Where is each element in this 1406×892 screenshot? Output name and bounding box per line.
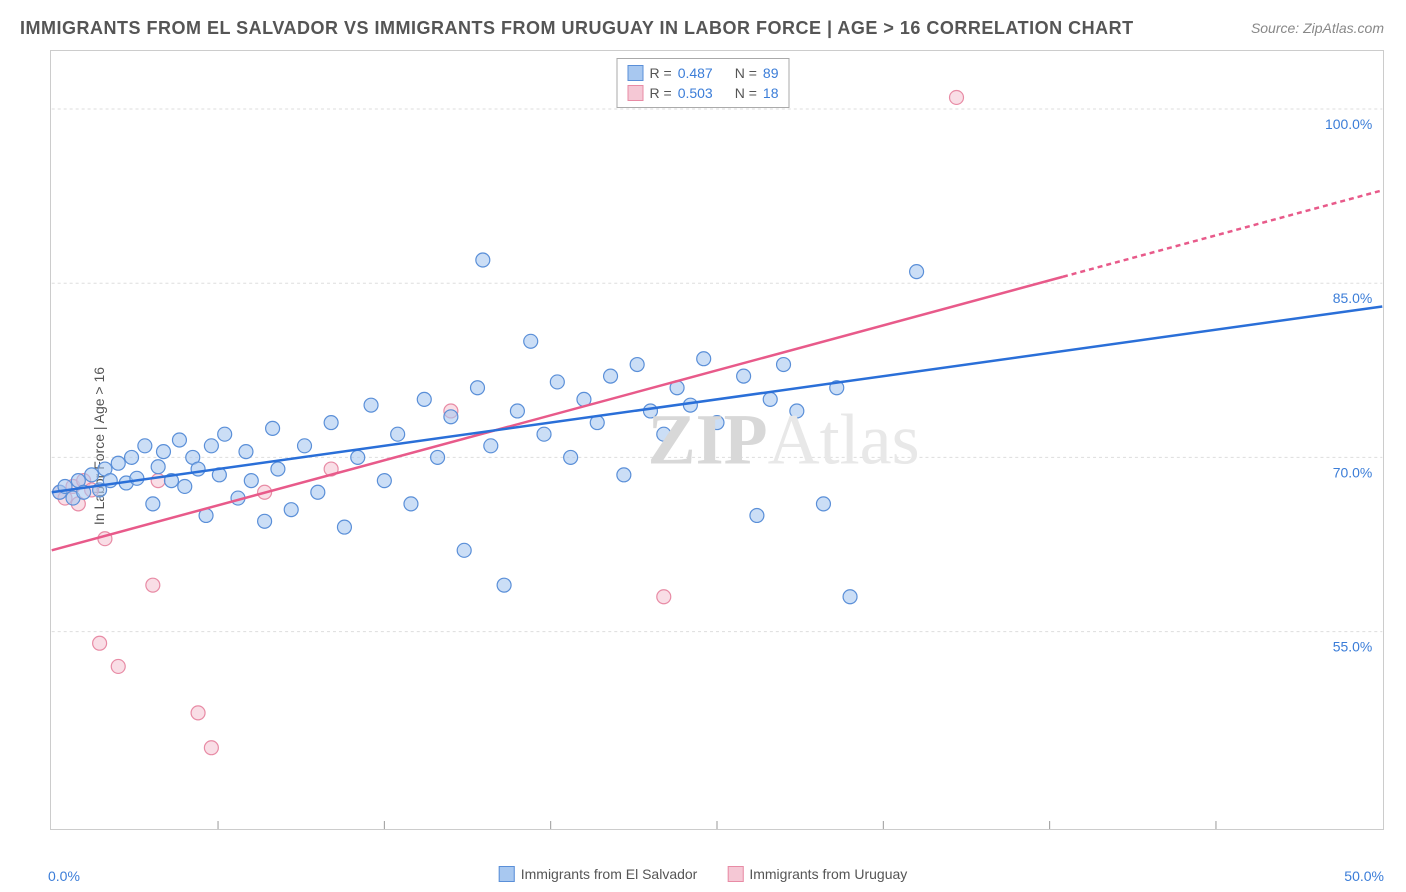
n-value-es: 89	[763, 65, 779, 81]
svg-text:100.0%: 100.0%	[1325, 116, 1372, 132]
swatch-el-salvador	[499, 866, 515, 882]
legend-label-ur: Immigrants from Uruguay	[749, 866, 907, 882]
legend-label-es: Immigrants from El Salvador	[521, 866, 698, 882]
chart-plot-area: 55.0%70.0%85.0%100.0% ZIPAtlas	[50, 50, 1384, 830]
series-legend: Immigrants from El Salvador Immigrants f…	[499, 866, 908, 882]
swatch-uruguay	[727, 866, 743, 882]
x-tick-1: 50.0%	[1344, 868, 1384, 884]
r-label: R =	[650, 65, 672, 81]
source-label: Source: ZipAtlas.com	[1251, 20, 1384, 36]
n-label: N =	[735, 65, 757, 81]
legend-row-el-salvador: R = 0.487 N = 89	[628, 63, 779, 83]
legend-row-uruguay: R = 0.503 N = 18	[628, 83, 779, 103]
svg-text:70.0%: 70.0%	[1333, 464, 1373, 480]
chart-title: IMMIGRANTS FROM EL SALVADOR VS IMMIGRANT…	[20, 18, 1134, 39]
svg-text:85.0%: 85.0%	[1333, 290, 1373, 306]
legend-item-uruguay: Immigrants from Uruguay	[727, 866, 907, 882]
swatch-uruguay	[628, 85, 644, 101]
scatter-plot-svg: 55.0% 70.0% 85.0% 100.0%	[51, 51, 1383, 829]
n-value-ur: 18	[763, 85, 779, 101]
x-tick-0: 0.0%	[48, 868, 80, 884]
r-value-es: 0.487	[678, 65, 713, 81]
r-label: R =	[650, 85, 672, 101]
n-label: N =	[735, 85, 757, 101]
correlation-legend: R = 0.487 N = 89 R = 0.503 N = 18	[617, 58, 790, 108]
legend-item-el-salvador: Immigrants from El Salvador	[499, 866, 698, 882]
swatch-el-salvador	[628, 65, 644, 81]
svg-text:55.0%: 55.0%	[1333, 639, 1373, 655]
r-value-ur: 0.503	[678, 85, 713, 101]
